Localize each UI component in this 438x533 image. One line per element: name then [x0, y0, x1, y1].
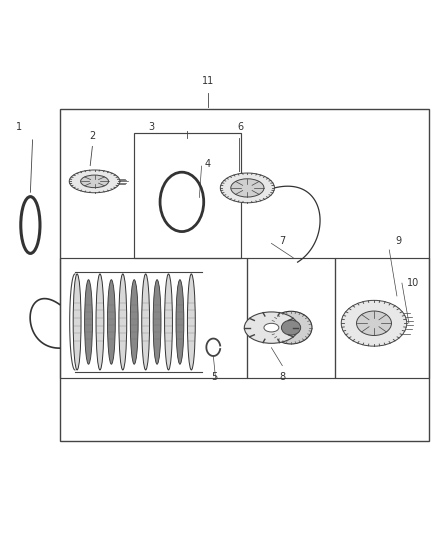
- Bar: [247, 258, 335, 378]
- Ellipse shape: [220, 173, 275, 203]
- Ellipse shape: [187, 274, 195, 370]
- Ellipse shape: [130, 280, 138, 364]
- Text: 4: 4: [205, 159, 211, 169]
- Text: 10: 10: [407, 278, 419, 288]
- Ellipse shape: [81, 175, 109, 188]
- Text: 7: 7: [279, 236, 286, 246]
- Ellipse shape: [264, 324, 279, 332]
- Text: 1: 1: [16, 122, 22, 132]
- Text: 3: 3: [148, 122, 154, 132]
- Text: 2: 2: [89, 131, 95, 141]
- Ellipse shape: [69, 170, 120, 193]
- Text: 5: 5: [212, 372, 218, 382]
- Ellipse shape: [176, 280, 184, 364]
- Text: 11: 11: [202, 76, 214, 86]
- Ellipse shape: [270, 311, 312, 344]
- Ellipse shape: [96, 274, 104, 370]
- Text: 8: 8: [279, 372, 286, 382]
- Ellipse shape: [153, 280, 161, 364]
- Ellipse shape: [107, 280, 115, 364]
- Ellipse shape: [165, 274, 173, 370]
- Text: 6: 6: [237, 122, 243, 132]
- Text: 9: 9: [395, 236, 401, 246]
- Ellipse shape: [341, 300, 407, 346]
- Ellipse shape: [357, 311, 392, 335]
- Ellipse shape: [119, 274, 127, 370]
- Bar: [335, 258, 428, 378]
- Bar: [60, 109, 428, 441]
- Ellipse shape: [142, 274, 150, 370]
- Ellipse shape: [244, 312, 298, 343]
- Bar: [134, 133, 241, 258]
- Ellipse shape: [85, 280, 92, 364]
- Ellipse shape: [231, 179, 264, 197]
- Bar: [60, 258, 247, 378]
- Ellipse shape: [73, 274, 81, 370]
- Ellipse shape: [282, 320, 300, 335]
